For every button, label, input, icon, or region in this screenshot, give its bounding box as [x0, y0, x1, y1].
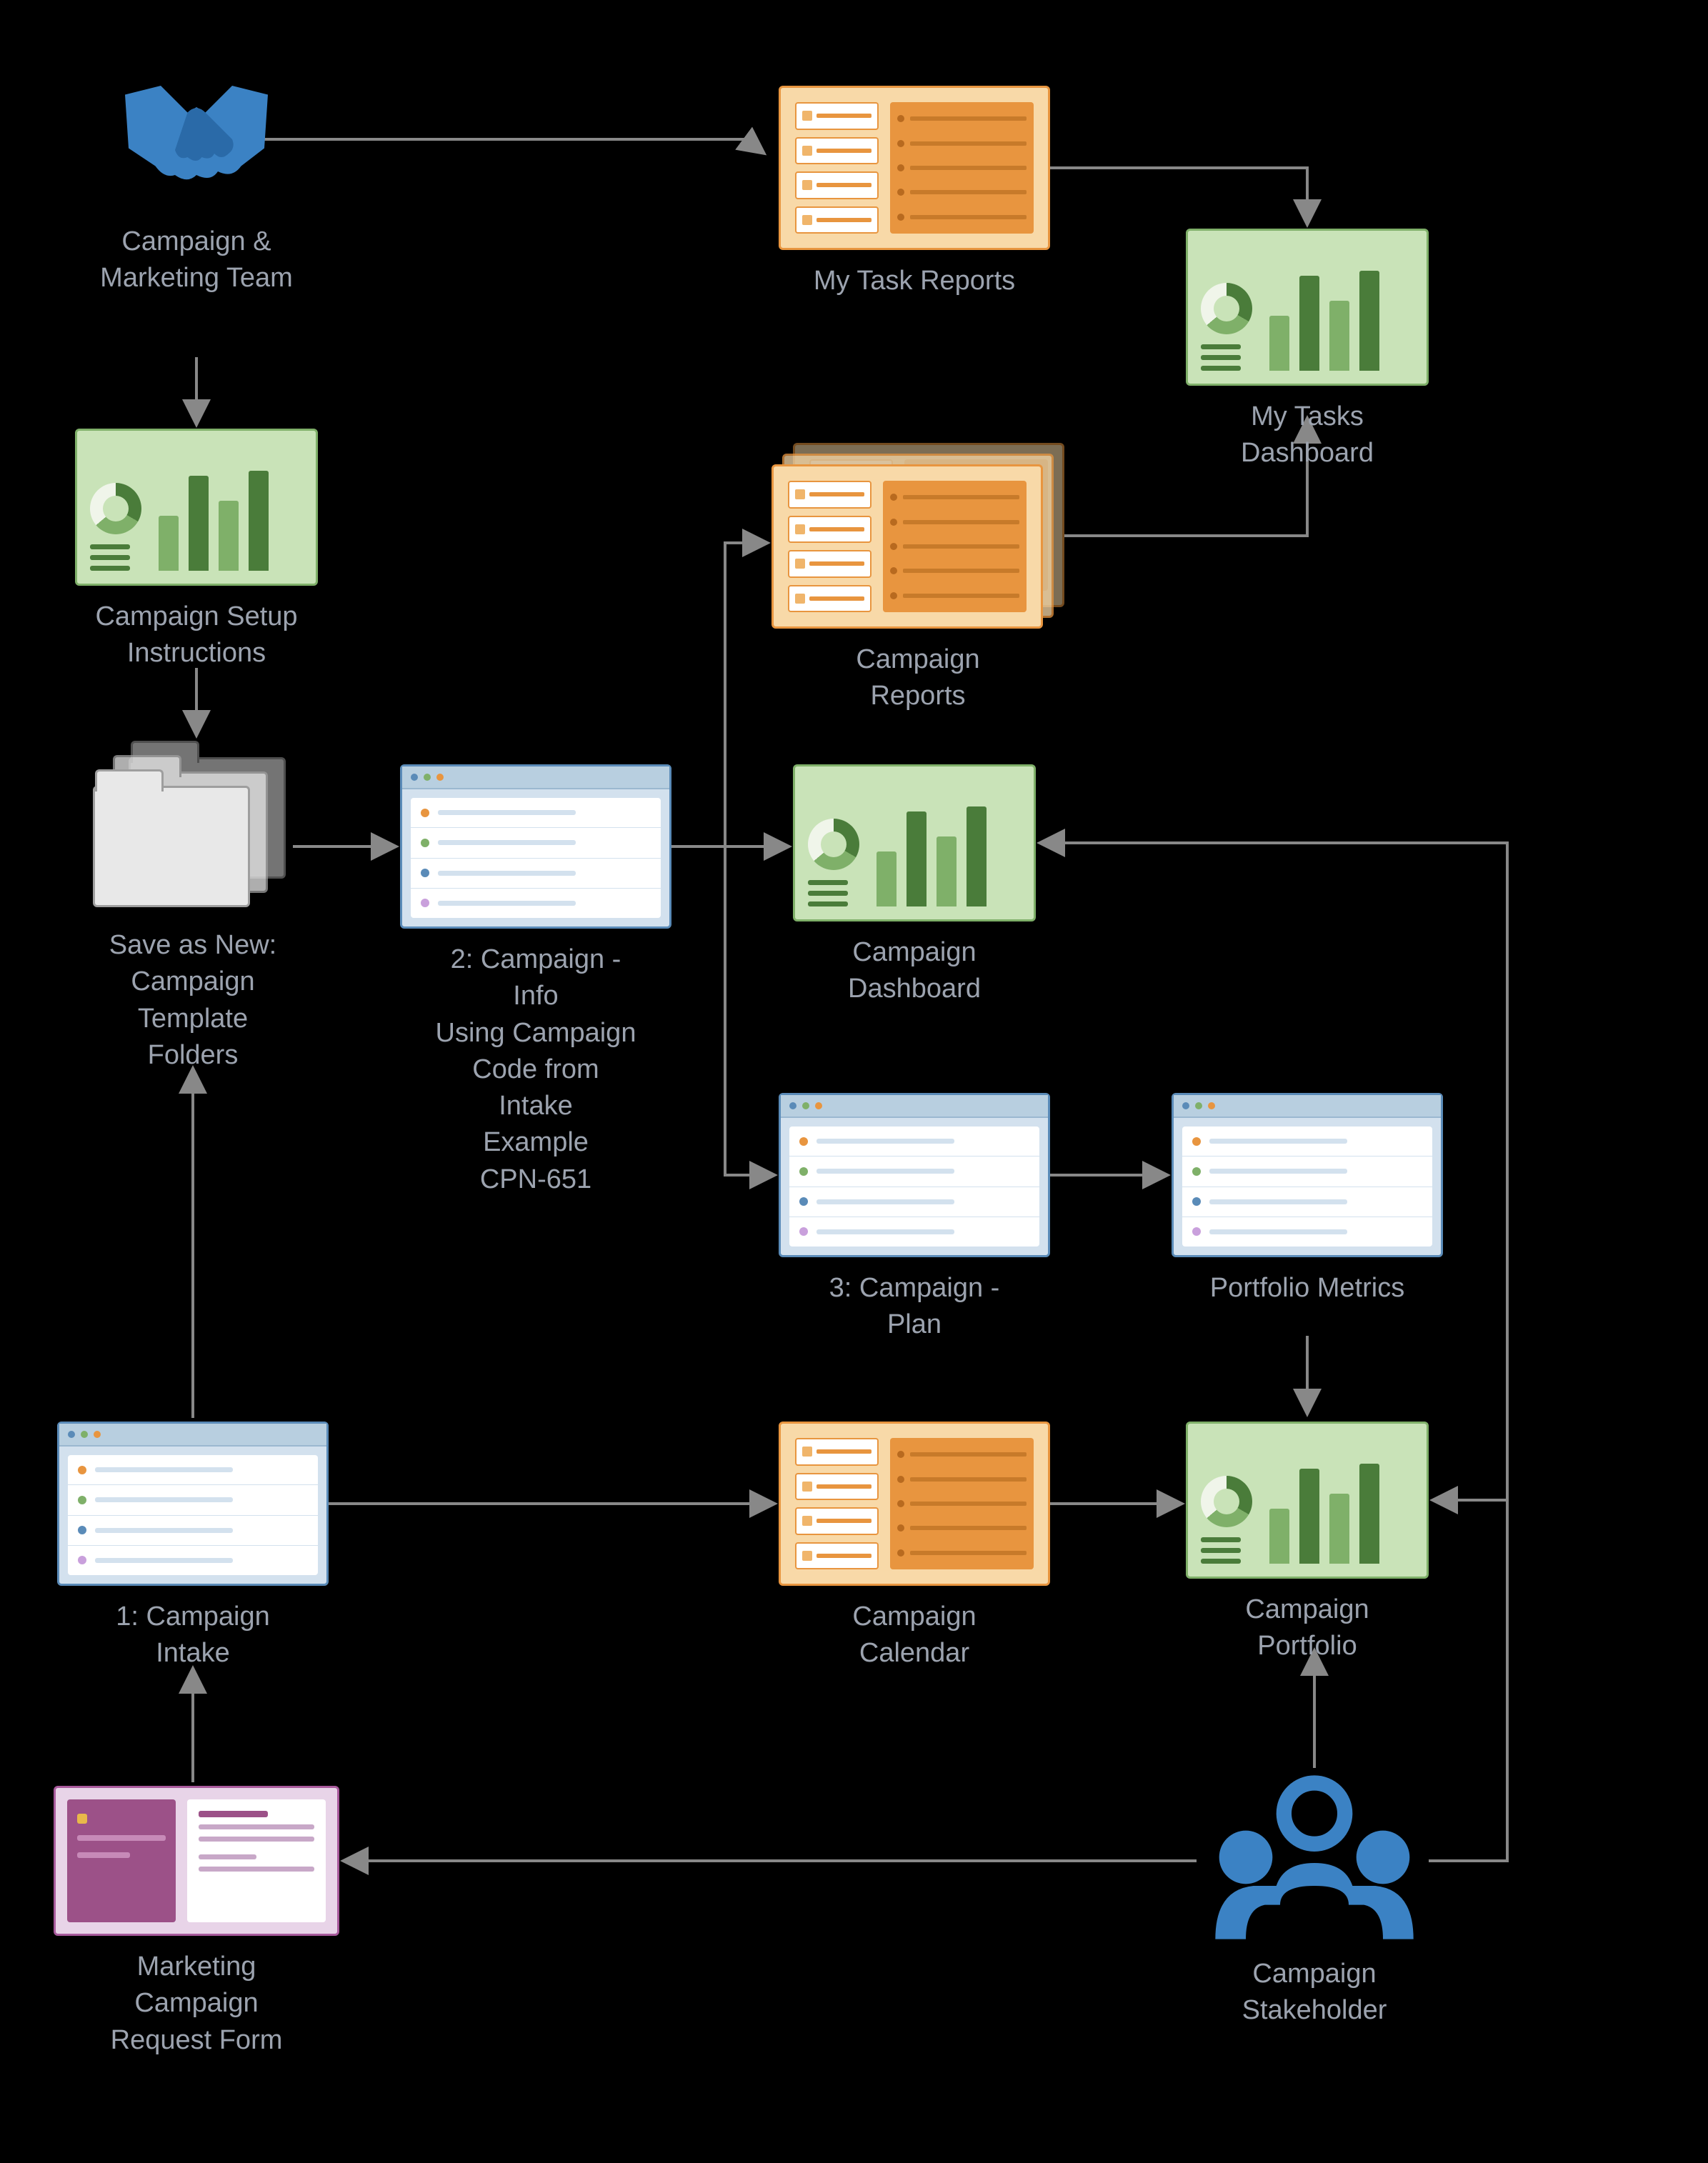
form-icon: [54, 1786, 339, 1936]
node-folders: Save as New:CampaignTemplateFolders: [93, 757, 293, 1074]
sheet-icon: [779, 1093, 1050, 1257]
label: My TasksDashboard: [1241, 399, 1374, 472]
sheet-icon: [1172, 1093, 1443, 1257]
label: CampaignDashboard: [848, 934, 981, 1008]
label: CampaignStakeholder: [1242, 1956, 1387, 2029]
label: Campaign &Marketing Team: [100, 224, 293, 297]
node-form: MarketingCampaignRequest Form: [54, 1786, 339, 2059]
edge-info-reports: [671, 543, 768, 846]
node-calendar: CampaignCalendar: [779, 1422, 1050, 1672]
stakeholder-icon: [1200, 1772, 1429, 1943]
edge-task_reports-tasks_dash: [1050, 168, 1307, 225]
label: Save as New:CampaignTemplateFolders: [109, 927, 276, 1074]
node-intake: 1: CampaignIntake: [57, 1422, 329, 1672]
label: MarketingCampaignRequest Form: [111, 1949, 283, 2059]
label: 1: CampaignIntake: [116, 1599, 269, 1672]
label: Campaign SetupInstructions: [95, 599, 297, 672]
label: CampaignReports: [856, 641, 979, 715]
folders-icon: [93, 757, 293, 914]
node-portfolio: CampaignPortfolio: [1186, 1422, 1429, 1665]
label: My Task Reports: [814, 263, 1015, 299]
node-info: 2: Campaign -InfoUsing CampaignCode from…: [400, 764, 671, 1198]
stacked-report-icon: [771, 443, 1064, 629]
edge-team-task_reports: [264, 139, 764, 154]
node-campaign-reports: CampaignReports: [771, 443, 1064, 715]
sheet-icon: [400, 764, 671, 929]
label: CampaignPortfolio: [1245, 1592, 1369, 1665]
label: 3: Campaign -Plan: [829, 1270, 1000, 1344]
node-tasks-dashboard: My TasksDashboard: [1186, 229, 1429, 472]
label: 2: Campaign -InfoUsing CampaignCode from…: [436, 941, 636, 1198]
dashboard-icon: [1186, 229, 1429, 386]
node-task-reports: My Task Reports: [779, 86, 1050, 299]
dashboard-icon: [793, 764, 1036, 921]
node-stakeholder: CampaignStakeholder: [1200, 1772, 1429, 2029]
handshake-icon: [104, 68, 289, 211]
node-team: Campaign &Marketing Team: [79, 68, 314, 297]
sheet-icon: [57, 1422, 329, 1586]
node-campaign-dashboard: CampaignDashboard: [793, 764, 1036, 1008]
label: Portfolio Metrics: [1210, 1270, 1404, 1307]
dashboard-icon: [1186, 1422, 1429, 1579]
dashboard-icon: [75, 429, 318, 586]
report-card-icon: [779, 1422, 1050, 1586]
node-portfolio-metrics: Portfolio Metrics: [1172, 1093, 1443, 1307]
node-setup: Campaign SetupInstructions: [75, 429, 318, 672]
edge-info-plan: [671, 846, 775, 1175]
label: CampaignCalendar: [852, 1599, 976, 1672]
node-plan: 3: Campaign -Plan: [779, 1093, 1050, 1344]
edge-stakeholder-dash: [1039, 843, 1507, 1861]
report-card-icon: [779, 86, 1050, 250]
